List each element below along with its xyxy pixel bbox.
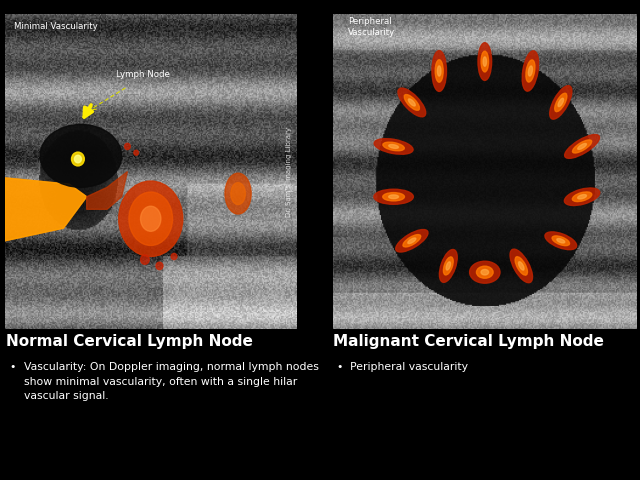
Polygon shape (86, 172, 127, 209)
Ellipse shape (118, 181, 183, 256)
Polygon shape (5, 178, 86, 241)
Ellipse shape (545, 232, 577, 250)
Ellipse shape (564, 188, 600, 205)
Ellipse shape (510, 249, 532, 283)
Ellipse shape (578, 144, 586, 149)
Ellipse shape (129, 192, 173, 245)
Circle shape (141, 255, 149, 264)
Text: •: • (336, 362, 342, 372)
Ellipse shape (432, 50, 447, 91)
Ellipse shape (446, 262, 451, 270)
Polygon shape (5, 178, 86, 241)
Text: Peripheral vascularity: Peripheral vascularity (350, 362, 468, 372)
Circle shape (134, 150, 138, 155)
Ellipse shape (141, 206, 161, 231)
Ellipse shape (444, 257, 453, 275)
Ellipse shape (408, 238, 416, 243)
Ellipse shape (478, 43, 492, 81)
Ellipse shape (558, 98, 564, 107)
Text: •: • (10, 362, 16, 372)
Ellipse shape (408, 99, 415, 106)
Ellipse shape (440, 250, 457, 282)
Text: Vascularity: On Doppler imaging, normal lymph nodes
show minimal vascularity, of: Vascularity: On Doppler imaging, normal … (24, 362, 319, 401)
Ellipse shape (526, 60, 535, 82)
Ellipse shape (398, 88, 426, 117)
Circle shape (74, 155, 81, 163)
Ellipse shape (403, 235, 420, 247)
Ellipse shape (578, 194, 586, 199)
Ellipse shape (529, 66, 532, 76)
Ellipse shape (404, 95, 419, 110)
Circle shape (156, 262, 163, 270)
Text: Normal Cervical Lymph Node: Normal Cervical Lymph Node (6, 334, 253, 348)
Ellipse shape (518, 262, 524, 270)
Ellipse shape (225, 173, 251, 214)
Text: Lymph Node: Lymph Node (116, 70, 170, 79)
Ellipse shape (388, 195, 399, 199)
Text: Malignant Cervical Lymph Node: Malignant Cervical Lymph Node (333, 334, 604, 348)
Ellipse shape (396, 229, 428, 252)
Ellipse shape (374, 189, 413, 204)
Ellipse shape (555, 93, 567, 112)
Ellipse shape (550, 85, 572, 119)
Ellipse shape (374, 139, 413, 154)
Ellipse shape (573, 140, 591, 153)
Ellipse shape (383, 192, 404, 201)
Ellipse shape (481, 269, 488, 275)
Ellipse shape (552, 236, 570, 246)
Ellipse shape (476, 266, 493, 278)
Ellipse shape (470, 261, 500, 283)
Ellipse shape (572, 192, 592, 202)
Text: Peripheral
Vascularity: Peripheral Vascularity (348, 17, 396, 37)
Ellipse shape (40, 124, 122, 187)
Ellipse shape (522, 51, 539, 91)
Ellipse shape (515, 257, 527, 275)
Ellipse shape (564, 134, 600, 158)
Circle shape (72, 152, 84, 166)
Ellipse shape (383, 142, 404, 151)
Text: Minimal Vascularity: Minimal Vascularity (14, 22, 98, 31)
Circle shape (125, 144, 131, 150)
Circle shape (171, 253, 177, 260)
Ellipse shape (483, 57, 486, 66)
Ellipse shape (437, 66, 441, 76)
Ellipse shape (557, 239, 564, 243)
Text: Dr. Sam's Imaging Library: Dr. Sam's Imaging Library (286, 127, 292, 216)
Ellipse shape (388, 144, 399, 148)
Ellipse shape (481, 51, 488, 72)
Ellipse shape (435, 60, 444, 82)
Ellipse shape (231, 182, 245, 204)
